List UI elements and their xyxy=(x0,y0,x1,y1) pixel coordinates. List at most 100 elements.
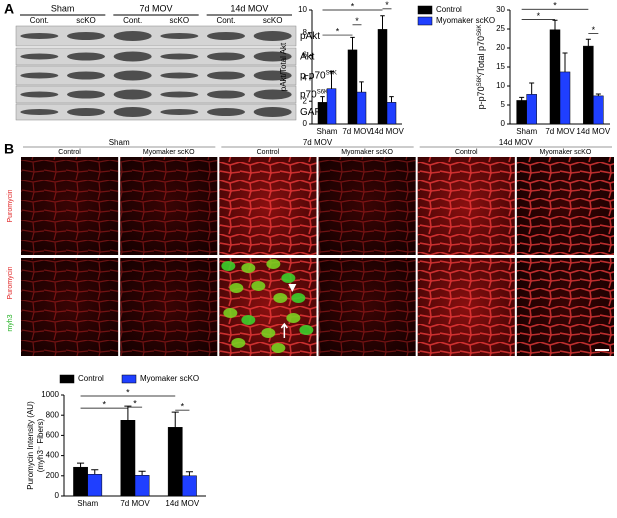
arrowhead xyxy=(288,284,297,292)
micrograph-cells xyxy=(516,258,614,356)
blot-band xyxy=(207,71,245,80)
label-line: pAkt/Total Akt xyxy=(279,42,288,91)
blot-band xyxy=(207,108,245,116)
blot-band xyxy=(253,51,292,62)
micrograph-cells xyxy=(21,157,119,255)
significance-label: * xyxy=(181,402,185,412)
label-line: Puromycin Intensity (AU) xyxy=(26,401,35,490)
micrograph-cells xyxy=(318,258,416,356)
y-tick-label: 5 xyxy=(501,100,506,109)
x-tick-label: Sham xyxy=(317,127,338,136)
row-label: p70S6K xyxy=(300,89,328,100)
blot-band xyxy=(160,109,199,115)
y-tick-label: 200 xyxy=(46,471,60,480)
micrograph-cells xyxy=(417,258,515,356)
blot-band xyxy=(160,33,199,39)
x-tick-label: 14d MOV xyxy=(165,499,199,508)
bar xyxy=(317,102,328,125)
legend-label: Myomaker scKO xyxy=(436,16,495,25)
significance-label: * xyxy=(336,26,340,36)
lane-label: scKO xyxy=(76,16,96,25)
blot-strip xyxy=(15,85,297,104)
significance-label: * xyxy=(351,1,355,11)
blot-band xyxy=(67,108,105,116)
error-bar xyxy=(329,71,334,89)
row-label: Puromycin xyxy=(7,266,14,299)
error-bar xyxy=(552,19,558,30)
bar xyxy=(134,475,150,497)
blot-band xyxy=(113,107,152,117)
significance-label: * xyxy=(385,0,389,10)
bar xyxy=(326,88,337,125)
myh3-fiber xyxy=(223,308,238,318)
label-line: (myh3⁻ Fibers) xyxy=(36,418,45,472)
blot-band xyxy=(20,33,59,39)
blot-band xyxy=(207,90,245,99)
x-tick-label: 14d MOV xyxy=(576,127,610,136)
bar xyxy=(386,102,397,125)
row-label: myh3 xyxy=(7,314,14,331)
error-bar xyxy=(185,471,193,476)
x-tick-label: Sham xyxy=(516,127,537,136)
y-axis-label: Puromycin Intensity (AU)(myh3⁻ Fibers) xyxy=(26,401,45,490)
error-bar xyxy=(562,52,568,72)
y-tick-label: 2 xyxy=(303,96,308,105)
column-label: Control xyxy=(455,149,478,156)
column-label: Myomaker scKO xyxy=(341,149,393,156)
legend-label: Control xyxy=(78,374,104,383)
y-tick-label: 800 xyxy=(46,410,60,419)
myh3-fiber xyxy=(241,315,256,325)
bar xyxy=(593,95,604,125)
y-tick-label: 600 xyxy=(46,431,60,440)
myh3-fiber xyxy=(241,263,256,273)
significance-label: * xyxy=(537,11,541,21)
micrograph-cells xyxy=(318,157,416,255)
error-bar xyxy=(171,411,179,428)
lane-label: Cont. xyxy=(216,16,235,25)
significance-label: * xyxy=(592,25,596,35)
panel-label: A xyxy=(4,1,14,17)
y-tick-label: 10 xyxy=(298,5,307,14)
myh3-fiber xyxy=(231,338,246,348)
group-label: 14d MOV xyxy=(499,138,533,147)
y-tick-label: 400 xyxy=(46,451,60,460)
y-tick-label: 6 xyxy=(303,51,308,60)
myh3-fiber xyxy=(291,293,306,303)
blot-band xyxy=(113,51,152,62)
legend-swatch xyxy=(59,374,75,384)
blot-band xyxy=(20,109,59,115)
column-label: Myomaker scKO xyxy=(540,149,592,156)
legend-label: Control xyxy=(436,5,462,14)
blot-band xyxy=(253,31,292,41)
bar xyxy=(167,427,183,497)
label-text: /Total p70 xyxy=(476,36,486,75)
label-sup: S6K xyxy=(477,25,483,36)
error-bar xyxy=(91,469,99,475)
y-tick-label: 4 xyxy=(303,74,308,83)
blot-band xyxy=(67,52,105,61)
myh3-fiber xyxy=(221,261,236,271)
error-bar xyxy=(585,38,591,47)
myh3-fiber xyxy=(266,259,281,269)
y-axis-label: p-p70S6K/Total p70S6K xyxy=(476,25,486,110)
myh3-fiber xyxy=(299,325,314,335)
error-bar xyxy=(320,96,325,103)
y-tick-label: 1000 xyxy=(41,390,59,399)
blot-band xyxy=(253,89,292,100)
blot-band xyxy=(253,70,292,81)
micrograph-cells xyxy=(120,258,218,356)
error-bar xyxy=(595,93,601,96)
blot-band xyxy=(160,72,199,79)
significance-label: * xyxy=(126,387,130,397)
y-tick-label: 30 xyxy=(496,5,505,14)
label-text: p-p70 xyxy=(476,86,486,109)
legend-label: Myomaker scKO xyxy=(140,374,199,383)
column-label: Control xyxy=(58,149,81,156)
micrograph-cells xyxy=(21,258,119,356)
lane-label: scKO xyxy=(263,16,283,25)
blot-band xyxy=(20,53,59,60)
bar xyxy=(583,45,594,125)
micrograph-cells xyxy=(516,157,614,255)
group-label: Sham xyxy=(109,138,130,147)
